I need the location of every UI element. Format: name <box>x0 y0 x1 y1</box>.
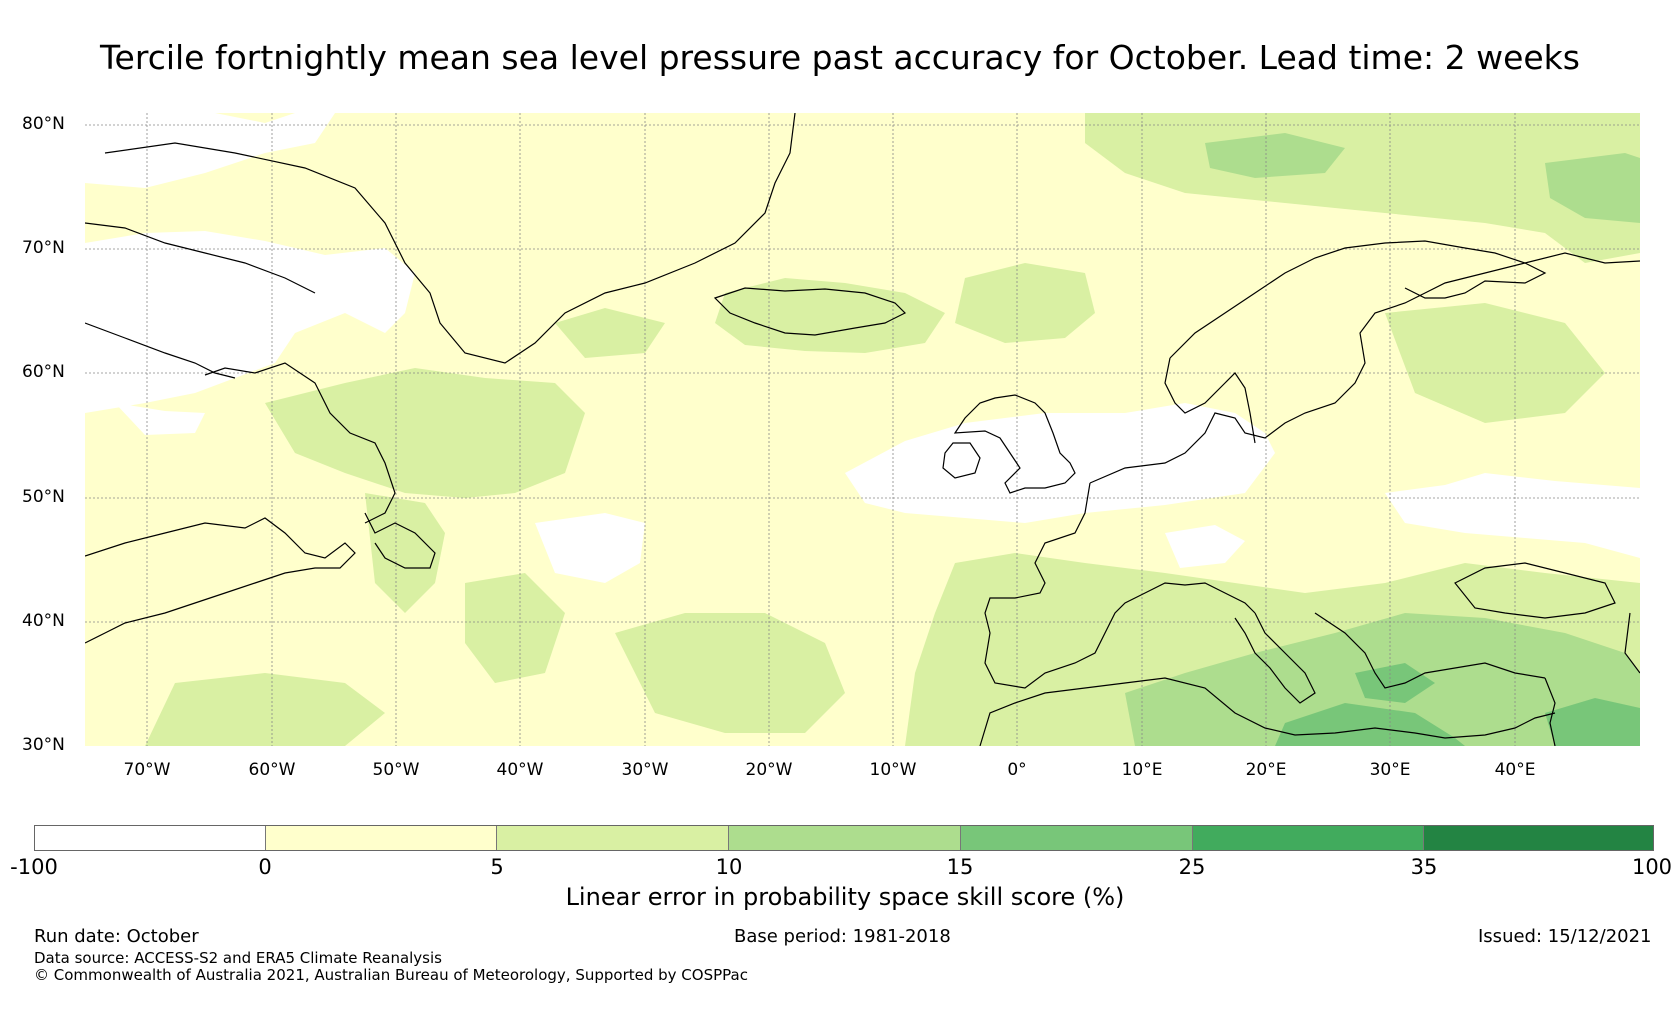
lat-label-80n: 80°N <box>22 114 65 134</box>
lon-label-60w: 60°W <box>248 760 296 780</box>
colorbar-tick: 5 <box>490 855 504 879</box>
colorbar <box>34 825 1654 851</box>
lon-label-10e: 10°E <box>1121 760 1163 780</box>
lon-label-10w: 10°W <box>869 760 917 780</box>
lat-label-60n: 60°N <box>22 362 65 382</box>
copyright: © Commonwealth of Australia 2021, Austra… <box>34 966 748 984</box>
base-period: Base period: 1981-2018 <box>734 926 951 947</box>
greenland-coast <box>104 113 796 364</box>
colorbar-tick: 25 <box>1178 855 1206 879</box>
colorbar-segment-0-5 <box>265 826 498 850</box>
lon-label-0: 0° <box>1007 760 1027 780</box>
lon-label-50w: 50°W <box>372 760 420 780</box>
levant-coast <box>1544 677 1556 746</box>
colorbar-tick: 35 <box>1410 855 1438 879</box>
norway-coast <box>1169 240 1547 359</box>
lat-label-40n: 40°N <box>22 611 65 631</box>
colorbar-tick: 0 <box>258 855 272 879</box>
colorbar-tick: 10 <box>715 855 743 879</box>
lon-label-40e: 40°E <box>1494 760 1536 780</box>
baffin-coast <box>85 222 316 294</box>
iberia-france-coast <box>984 482 1256 689</box>
colorbar-segment-10-15 <box>729 826 961 850</box>
lon-label-30e: 30°E <box>1369 760 1411 780</box>
great-britain-coast <box>953 394 1076 494</box>
black-sea-coast <box>1454 562 1616 619</box>
caspian-coast <box>1624 612 1640 674</box>
balkans-coast <box>1314 612 1546 689</box>
lat-label-70n: 70°N <box>22 238 65 258</box>
graticule <box>85 113 1640 746</box>
lon-label-20w: 20°W <box>745 760 793 780</box>
lat-label-30n: 30°N <box>22 735 65 755</box>
issued-date: Issued: 15/12/2021 <box>1478 926 1652 947</box>
colorbar-tick: -100 <box>10 855 58 879</box>
canada-east-coast <box>85 517 356 644</box>
negative-skill-areas <box>85 113 1640 583</box>
colorbar-tick: 100 <box>1631 855 1673 879</box>
ireland-coast <box>942 442 981 479</box>
skill-map <box>85 113 1640 746</box>
colorbar-segment-15-25 <box>960 826 1193 850</box>
north-africa-coast <box>979 677 1556 746</box>
coastlines <box>85 113 1640 746</box>
scandinavia-south-coast <box>1164 357 1256 444</box>
run-date: Run date: October <box>34 926 199 947</box>
iceland-coast <box>713 287 907 336</box>
newfoundland-coast <box>364 512 436 569</box>
lon-label-70w: 70°W <box>123 760 171 780</box>
lon-label-40w: 40°W <box>496 760 544 780</box>
labrador-north-coast <box>85 322 236 379</box>
data-source: Data source: ACCESS-S2 and ERA5 Climate … <box>34 949 442 967</box>
colorbar-segment-35-100 <box>1424 826 1654 850</box>
lon-label-20e: 20°E <box>1245 760 1287 780</box>
colorbar-label: Linear error in probability space skill … <box>565 883 1125 911</box>
map-canvas <box>85 113 1640 746</box>
labrador-coast <box>204 362 396 524</box>
north-europe-coast <box>1089 252 1640 484</box>
lat-label-50n: 50°N <box>22 487 65 507</box>
colorbar-segment-25-35 <box>1192 826 1425 850</box>
lon-label-30w: 30°W <box>621 760 669 780</box>
colorbar-segment-neg <box>35 826 266 850</box>
colorbar-tick: 15 <box>946 855 974 879</box>
colorbar-segment-5-10 <box>497 826 730 850</box>
italy-coast <box>1234 612 1316 704</box>
chart-title: Tercile fortnightly mean sea level press… <box>100 38 1580 77</box>
